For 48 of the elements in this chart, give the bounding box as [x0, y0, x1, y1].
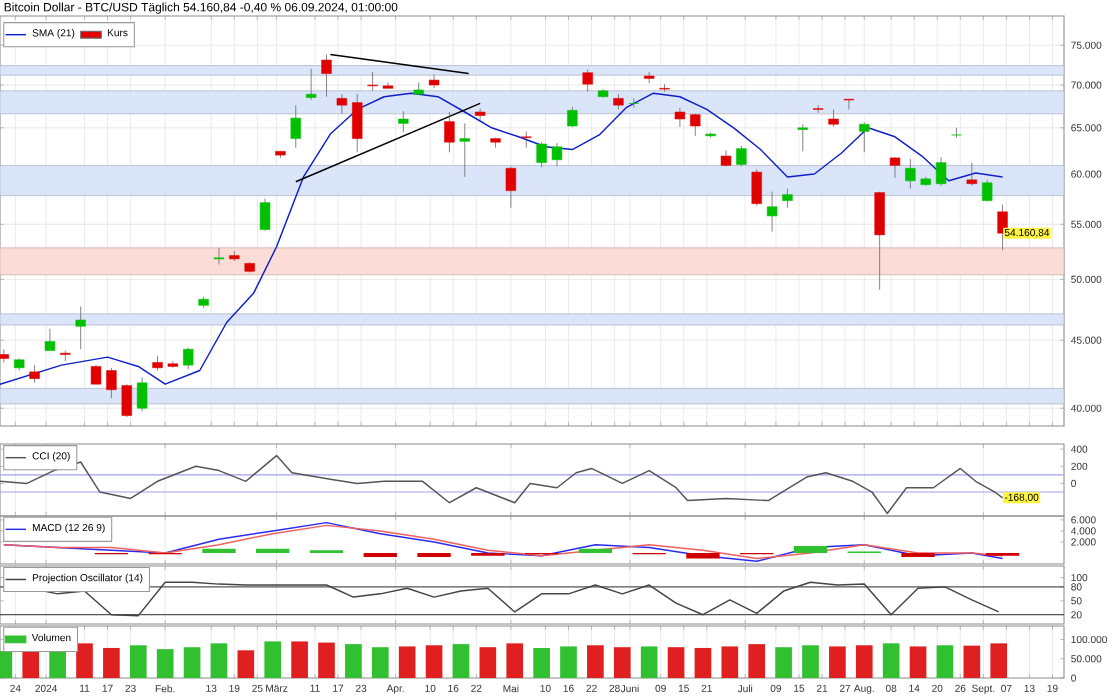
candlestick	[659, 83, 670, 93]
candlestick	[782, 188, 793, 209]
candlestick	[766, 191, 778, 233]
candlestick	[213, 247, 225, 265]
candlestick	[352, 93, 363, 153]
candlestick	[183, 347, 194, 370]
candlestick	[797, 123, 808, 152]
candlestick	[997, 204, 1008, 251]
candlestick	[751, 168, 762, 207]
candlestick	[505, 165, 517, 209]
candlestick	[582, 69, 593, 93]
candlestick	[290, 104, 301, 149]
candlestick	[536, 141, 547, 168]
candlestick	[106, 367, 117, 399]
candlestick	[121, 383, 132, 418]
candlestick	[935, 156, 947, 187]
candlestick	[259, 198, 271, 231]
candlestick	[444, 111, 455, 153]
candlestick	[367, 71, 378, 92]
candlestick	[0, 348, 10, 363]
candlestick	[75, 306, 86, 350]
candlestick	[521, 130, 532, 149]
candlestick	[982, 179, 993, 203]
candlestick	[951, 127, 962, 139]
candlestick	[474, 108, 486, 121]
candlestick	[551, 142, 563, 167]
candlestick	[674, 107, 686, 128]
candlestick	[60, 350, 71, 362]
candlestick	[628, 97, 639, 109]
candlestick	[459, 122, 470, 178]
candlestick	[812, 104, 824, 114]
candlestick	[136, 376, 148, 412]
candlestick	[336, 93, 348, 115]
candlestick	[398, 110, 409, 133]
candlestick	[90, 364, 102, 385]
line-series	[0, 92, 1004, 385]
candlestick	[428, 73, 440, 89]
candlestick	[843, 98, 855, 110]
candlestick	[874, 191, 885, 291]
candlestick	[305, 68, 317, 101]
candlestick	[859, 122, 870, 153]
candlestick	[567, 106, 578, 128]
candlestick	[167, 360, 179, 369]
candlestick	[44, 328, 56, 351]
candlestick	[905, 158, 916, 190]
candlestick	[736, 145, 747, 167]
candlestick	[321, 54, 332, 98]
candlestick	[966, 162, 978, 187]
